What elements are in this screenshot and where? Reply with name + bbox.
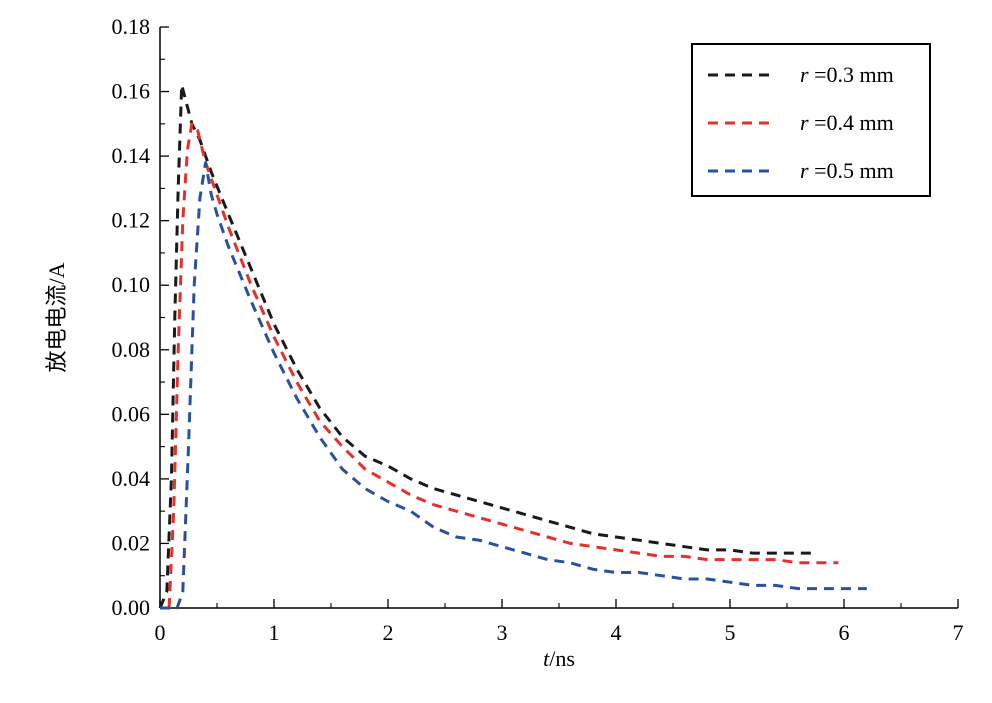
axes: 0.00 0.02 0.04 0.06 0.08 0.10 0.12 0.14 0.16 0.18…	[44, 14, 964, 671]
y-tick-label: 0.02	[112, 530, 151, 555]
x-tick-label: 6	[839, 620, 850, 645]
legend-label-3: r =0.5 mm	[800, 158, 894, 183]
y-tick-label: 0.14	[112, 143, 151, 168]
series-line-1	[158, 83, 813, 609]
x-tick-label: 0	[155, 620, 166, 645]
legend: r =0.3 mmr =0.4 mmr =0.5 mm	[691, 43, 931, 197]
y-tick-label: 0.18	[112, 14, 151, 39]
x-axis-variable: t	[543, 646, 550, 671]
legend-label-2: r =0.4 mm	[800, 110, 894, 135]
legend-variable: r	[800, 158, 809, 183]
x-tick-label: 7	[953, 620, 964, 645]
x-tick-label: 4	[611, 620, 622, 645]
x-tick-label: 5	[725, 620, 736, 645]
legend-value: =0.5 mm	[809, 158, 894, 183]
series-lines	[158, 83, 867, 610]
legend-variable: r	[800, 110, 809, 135]
y-tick-label: 0.10	[112, 272, 151, 297]
y-tick-label: 0.04	[112, 466, 151, 491]
y-tick-label: 0.12	[112, 208, 151, 233]
x-tick-label: 1	[269, 620, 280, 645]
y-axis-title: 放电电流/A	[44, 262, 69, 372]
y-tick-label: 0.16	[112, 79, 151, 104]
y-tick-label: 0.08	[112, 337, 151, 362]
x-tick-label: 2	[383, 620, 394, 645]
series-line-2	[167, 122, 839, 609]
legend-value: =0.4 mm	[809, 110, 894, 135]
y-tick-label: 0.00	[112, 595, 151, 620]
x-tick-label: 3	[497, 620, 508, 645]
series-line-3	[160, 161, 867, 610]
legend-variable: r	[800, 62, 809, 87]
legend-value: =0.3 mm	[809, 62, 894, 87]
x-axis-title: t/ns	[543, 646, 575, 671]
y-tick-label: 0.06	[112, 401, 151, 426]
legend-label-1: r =0.3 mm	[800, 62, 894, 87]
x-axis-unit: /ns	[549, 646, 575, 671]
